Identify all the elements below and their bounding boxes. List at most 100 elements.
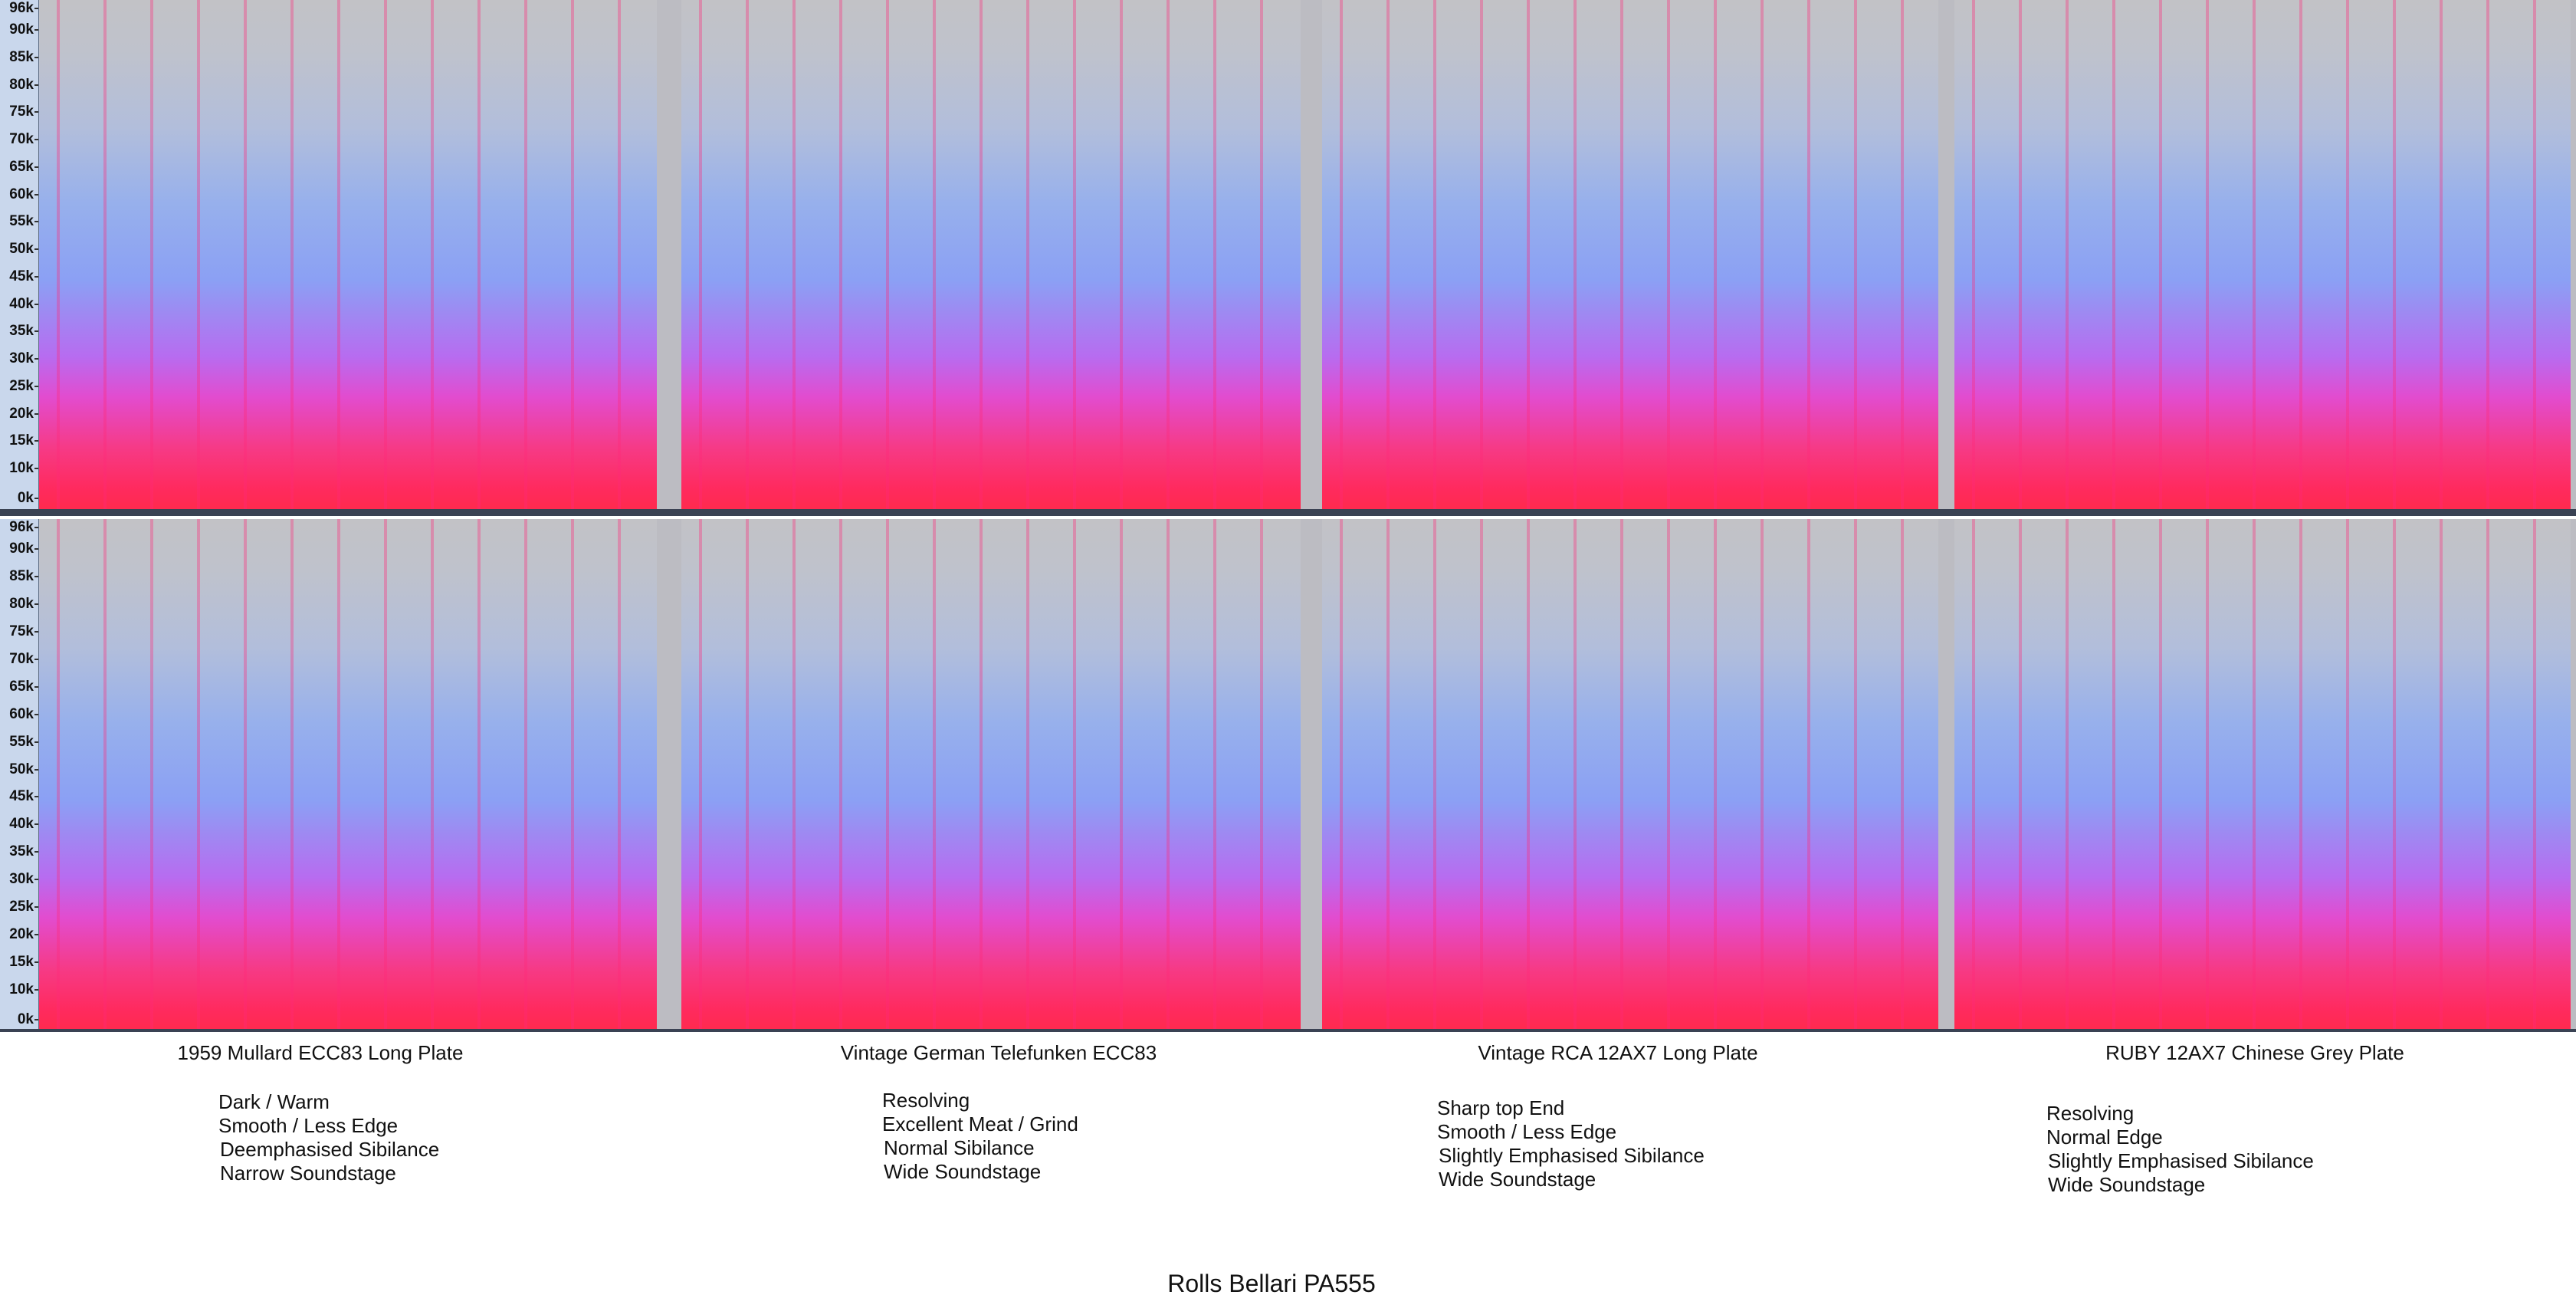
panel-note: Deemphasised Sibilance — [220, 1138, 440, 1161]
panel-caption: Vintage German Telefunken ECC83 — [840, 1041, 1157, 1064]
tick-mark — [34, 527, 38, 528]
y-tick-label: 65k — [9, 678, 34, 695]
tick-mark — [34, 56, 38, 58]
y-tick-label: 75k — [9, 623, 34, 639]
track-border — [0, 1029, 2576, 1032]
y-tick-label: 60k — [9, 186, 34, 202]
tick-mark — [34, 330, 38, 333]
y-tick-label: 96k — [9, 0, 34, 16]
tick-mark — [34, 989, 38, 991]
panel-caption: RUBY 12AX7 Chinese Grey Plate — [2105, 1041, 2404, 1064]
tick-mark — [34, 221, 38, 223]
tick-mark — [34, 961, 38, 964]
tick-mark — [34, 385, 38, 387]
y-tick-label: 45k — [9, 788, 34, 805]
panel-note: Narrow Soundstage — [220, 1162, 396, 1185]
tick-mark — [34, 713, 38, 715]
tick-mark — [34, 248, 38, 250]
y-tick-label: 15k — [9, 954, 34, 971]
y-tick-label: 90k — [9, 21, 34, 38]
y-tick-label: 50k — [9, 761, 34, 777]
panel-note: Excellent Meat / Grind — [882, 1112, 1078, 1135]
panel-note: Smooth / Less Edge — [218, 1114, 399, 1137]
panel-note: Slightly Emphasised Sibilance — [1439, 1144, 1705, 1167]
y-tick-label: 70k — [9, 131, 34, 147]
panel-note: Resolving — [2046, 1102, 2135, 1125]
y-tick-label: 35k — [9, 323, 34, 340]
y-tick-label: 20k — [9, 405, 34, 422]
tick-mark — [34, 906, 38, 909]
tick-mark — [34, 879, 38, 881]
y-tick-label: 80k — [9, 76, 34, 93]
tick-mark — [34, 166, 38, 168]
spectrogram-panel — [681, 0, 1301, 509]
tick-mark — [34, 303, 38, 305]
tick-mark — [34, 8, 38, 9]
spectrogram-track: 96k 90k 85k 80k 75k 70k 65k 60k 55k 50k 45k 40k 35k 3… — [0, 519, 2576, 1030]
y-tick-label: 75k — [9, 104, 34, 120]
y-tick-label: 70k — [9, 650, 34, 667]
panel-note: Normal Edge — [2046, 1126, 2163, 1149]
spectrogram-panel — [1322, 0, 1938, 509]
tick-mark — [34, 29, 38, 31]
panel-note: Wide Soundstage — [2048, 1173, 2206, 1196]
tick-mark — [34, 440, 38, 442]
spectrogram-panel — [1954, 0, 2571, 509]
tick-mark — [34, 741, 38, 743]
tick-mark — [34, 630, 38, 633]
spectrogram-track: 96k 90k 85k 80k 75k 70k 65k 60k 55k 50k 45k 40k 35k 3… — [0, 0, 2576, 509]
tick-mark — [34, 768, 38, 771]
y-tick-label: 50k — [9, 241, 34, 257]
tick-mark — [34, 358, 38, 360]
panel-note: Slightly Emphasised Sibilance — [2048, 1149, 2314, 1172]
tick-mark — [34, 111, 38, 113]
y-tick-label: 25k — [9, 377, 34, 394]
tick-mark — [34, 796, 38, 798]
spectrogram-panel — [681, 519, 1301, 1030]
y-tick-label: 85k — [9, 48, 34, 65]
tick-mark — [34, 1019, 38, 1020]
spectrogram-panel — [1954, 519, 2571, 1030]
frequency-axis: 96k 90k 85k 80k 75k 70k 65k 60k 55k 50k 45k 40k 35k 3… — [0, 0, 40, 509]
y-tick-label: 96k — [9, 519, 34, 535]
y-tick-label: 25k — [9, 899, 34, 915]
panel-note: Dark / Warm — [218, 1090, 330, 1113]
frequency-axis: 96k 90k 85k 80k 75k 70k 65k 60k 55k 50k 45k 40k 35k 3… — [0, 519, 40, 1030]
panel-note: Smooth / Less Edge — [1437, 1120, 1617, 1143]
y-tick-label: 30k — [9, 871, 34, 888]
y-tick-label: 45k — [9, 268, 34, 284]
panel-note: Normal Sibilance — [884, 1136, 1035, 1159]
footer-title: Rolls Bellari PA555 — [1167, 1270, 1376, 1297]
y-tick-label: 0k — [17, 1011, 34, 1027]
panel-note: Resolving — [882, 1089, 970, 1112]
y-tick-label: 55k — [9, 213, 34, 230]
y-tick-label: 20k — [9, 926, 34, 943]
y-tick-label: 35k — [9, 843, 34, 860]
panel-note: Wide Soundstage — [1439, 1168, 1596, 1191]
tick-mark — [34, 275, 38, 278]
tick-mark — [34, 685, 38, 688]
tick-mark — [34, 823, 38, 826]
y-tick-label: 60k — [9, 705, 34, 722]
tick-mark — [34, 575, 38, 577]
y-tick-label: 40k — [9, 295, 34, 312]
spectrogram-panel — [39, 0, 657, 509]
y-tick-label: 80k — [9, 595, 34, 612]
spectrogram-panel — [39, 519, 657, 1030]
y-tick-label: 10k — [9, 460, 34, 476]
tick-mark — [34, 139, 38, 140]
tick-mark — [34, 84, 38, 86]
track-separator — [0, 509, 2576, 516]
y-tick-label: 10k — [9, 981, 34, 997]
tick-mark — [34, 412, 38, 415]
y-tick-label: 15k — [9, 432, 34, 449]
y-tick-label: 55k — [9, 733, 34, 750]
tick-mark — [34, 193, 38, 196]
spectrogram-panel — [1322, 519, 1938, 1030]
tick-mark — [34, 934, 38, 936]
y-tick-label: 0k — [17, 490, 34, 506]
y-tick-label: 90k — [9, 541, 34, 557]
y-tick-label: 40k — [9, 816, 34, 833]
panel-caption: 1959 Mullard ECC83 Long Plate — [177, 1041, 464, 1064]
tick-mark — [34, 658, 38, 660]
